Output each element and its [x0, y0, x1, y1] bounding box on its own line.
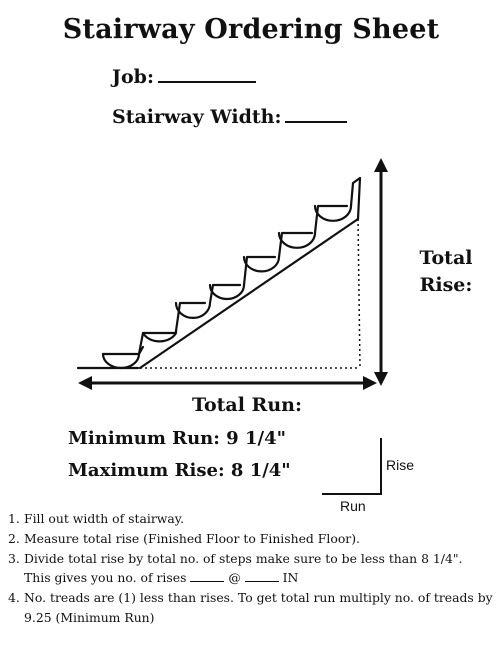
- job-label: Job:: [112, 66, 154, 88]
- at-symbol: @: [228, 570, 241, 586]
- instruction-number: 2.: [8, 530, 20, 546]
- total-run-label: Total Run:: [192, 394, 302, 416]
- instruction-text-rises: This gives you no. of rises: [24, 570, 187, 586]
- instruction-text: No. treads are (1) less than rises. To g…: [24, 590, 493, 625]
- stair-stringer: [138, 217, 360, 370]
- instruction-item: 1. Fill out width of stairway.: [8, 509, 498, 529]
- rise-legend-label: Rise: [386, 457, 415, 473]
- rise-run-legend: [322, 438, 382, 495]
- instruction-item: 4. No. treads are (1) less than rises. T…: [8, 588, 498, 628]
- rise-height-blank[interactable]: [244, 571, 279, 583]
- stair-treads: [76, 176, 362, 370]
- instruction-number: 3.: [8, 550, 20, 566]
- instructions-list: 1. Fill out width of stairway. 2. Measur…: [8, 509, 498, 628]
- maximum-rise-text: Maximum Rise: 8 1/4": [68, 460, 291, 481]
- unit-label: IN: [282, 570, 299, 586]
- stairway-width-blank[interactable]: [285, 121, 348, 123]
- total-rise-label: Total Rise:: [414, 245, 478, 299]
- total-run-arrow: [78, 376, 377, 390]
- instruction-item: 2. Measure total rise (Finished Floor to…: [8, 529, 498, 549]
- dotted-guide: [140, 218, 361, 369]
- job-blank[interactable]: [157, 81, 256, 83]
- total-rise-line1: Total: [419, 247, 473, 269]
- instruction-number: 4.: [8, 590, 20, 606]
- instruction-text: Fill out width of stairway.: [24, 511, 185, 526]
- rises-count-blank[interactable]: [190, 571, 225, 583]
- minimum-run-text: Minimum Run: 9 1/4": [68, 428, 286, 449]
- page-title: Stairway Ordering Sheet: [62, 14, 440, 45]
- total-rise-arrow: [374, 158, 388, 386]
- instruction-text: Divide total rise by total no. of steps …: [24, 550, 463, 566]
- stairway-width-field: Stairway Width:: [112, 106, 348, 128]
- instruction-item: 3. Divide total rise by total no. of ste…: [8, 549, 498, 589]
- instruction-number: 1.: [8, 511, 20, 526]
- total-rise-line2: Rise:: [419, 274, 473, 296]
- stairway-width-label: Stairway Width:: [112, 106, 282, 128]
- instruction-text: Measure total rise (Finished Floor to Fi…: [24, 530, 360, 546]
- job-field: Job:: [112, 66, 256, 88]
- run-legend-label: Run: [340, 498, 366, 514]
